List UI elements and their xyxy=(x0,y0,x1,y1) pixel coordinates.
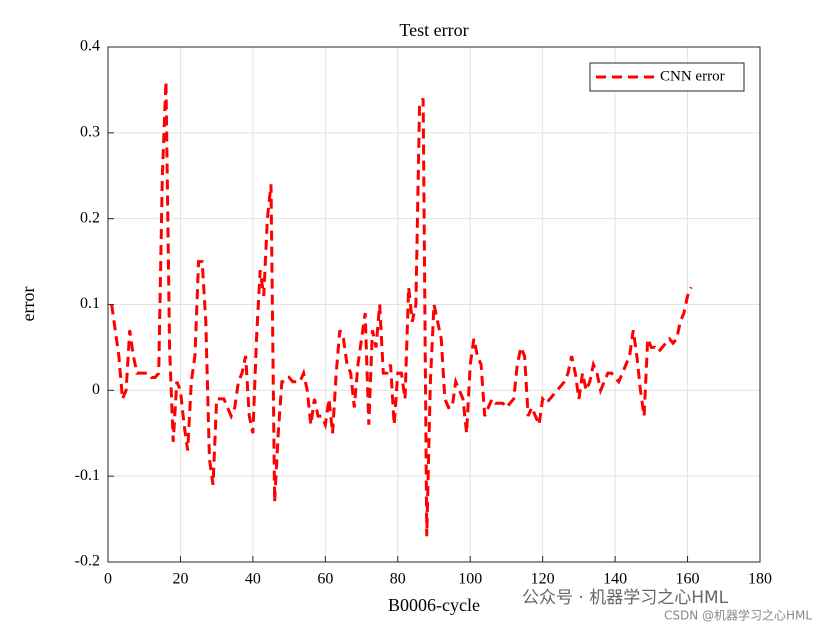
x-tick-label: 40 xyxy=(245,571,261,588)
x-tick-label: 20 xyxy=(172,571,188,588)
watermark: CSDN @机器学习之心HML xyxy=(664,608,812,623)
x-axis-label: B0006-cycle xyxy=(388,595,480,615)
y-tick-label: -0.1 xyxy=(75,467,100,484)
y-tick-label: 0.3 xyxy=(80,124,100,141)
y-axis-label: error xyxy=(18,287,38,322)
x-tick-label: 180 xyxy=(748,571,772,588)
x-tick-label: 0 xyxy=(104,571,112,588)
y-tick-label: -0.2 xyxy=(75,553,100,570)
x-tick-label: 100 xyxy=(458,571,482,588)
x-tick-label: 60 xyxy=(317,571,333,588)
y-tick-label: 0.2 xyxy=(80,209,100,226)
x-tick-label: 120 xyxy=(531,571,555,588)
y-tick-label: 0.1 xyxy=(80,295,100,312)
y-tick-label: 0 xyxy=(92,381,100,398)
line-series xyxy=(110,81,693,537)
chart-title: Test error xyxy=(399,20,468,40)
x-tick-label: 140 xyxy=(603,571,627,588)
plot-frame xyxy=(107,46,761,563)
x-tick-label: 80 xyxy=(390,571,406,588)
legend-label: CNN error xyxy=(660,68,725,84)
watermark: 公众号 · 机器学习之心HML xyxy=(522,588,729,608)
x-tick-label: 160 xyxy=(676,571,700,588)
y-tick-label: 0.4 xyxy=(80,38,100,55)
